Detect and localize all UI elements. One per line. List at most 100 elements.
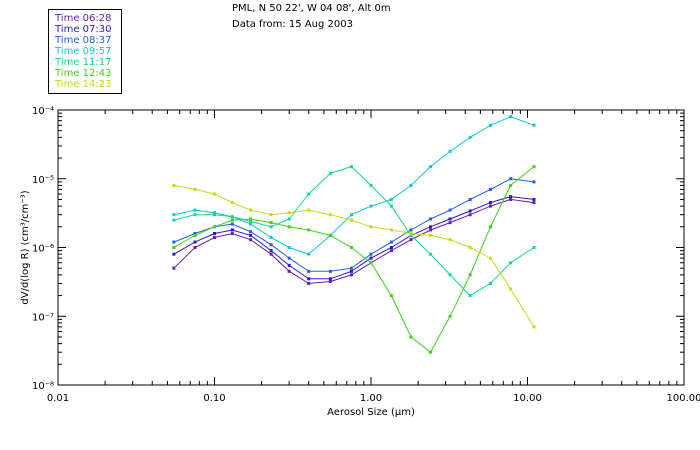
data-point: [213, 192, 216, 196]
y-tick-label: 10⁻⁷: [32, 312, 54, 323]
data-point: [448, 221, 452, 225]
data-point: [409, 183, 413, 187]
data-point: [429, 217, 433, 221]
data-point: [468, 197, 472, 201]
data-point: [172, 266, 176, 270]
data-point: [349, 273, 353, 277]
data-point: [249, 219, 253, 223]
data-point: [532, 201, 536, 205]
series-layer: [172, 115, 536, 354]
series-5: [172, 165, 536, 298]
data-point: [172, 246, 176, 249]
y-tick-label: 10⁻⁶: [32, 244, 54, 255]
data-point: [230, 218, 234, 222]
data-point: [509, 197, 513, 201]
data-point: [488, 204, 492, 208]
data-point: [429, 165, 433, 169]
data-point: [409, 228, 413, 232]
data-point: [287, 217, 291, 221]
y-tick-label: 10⁻⁸: [32, 381, 54, 392]
data-point: [409, 231, 413, 235]
data-point: [213, 231, 216, 235]
data-point: [287, 211, 291, 215]
data-point: [509, 177, 513, 181]
data-point: [193, 213, 197, 217]
legend-item: Time 12:43: [55, 68, 112, 79]
data-point: [488, 123, 492, 127]
data-point: [269, 235, 273, 239]
data-point: [213, 211, 216, 215]
chart-title: PML, N 50 22', W 04 08', Alt 0m: [232, 3, 391, 14]
data-point: [488, 225, 492, 229]
data-point: [287, 225, 291, 229]
data-point: [193, 246, 197, 249]
data-point: [307, 252, 311, 256]
data-point: [172, 213, 176, 217]
data-point: [389, 204, 393, 208]
data-point: [172, 240, 176, 244]
data-point: [429, 233, 433, 237]
data-point: [349, 266, 353, 270]
y-axis-title: dV/d(log R) (cm³/cm⁻³): [20, 190, 31, 304]
data-point: [349, 246, 353, 249]
data-point: [488, 281, 492, 285]
data-point: [269, 225, 273, 229]
data-point: [509, 195, 513, 199]
data-point: [468, 213, 472, 217]
data-point: [532, 165, 536, 169]
data-point: [193, 231, 197, 235]
data-point: [532, 123, 536, 127]
data-point: [230, 215, 234, 219]
data-point: [532, 325, 536, 329]
data-point: [328, 233, 332, 237]
data-point: [307, 228, 311, 232]
data-point: [307, 281, 311, 285]
data-point: [488, 201, 492, 205]
legend-item: Time 14:23: [55, 79, 112, 90]
data-point: [193, 233, 197, 237]
data-point: [249, 230, 253, 234]
legend: Time 06:28 Time 07:30 Time 08:37 Time 09:57…: [48, 9, 122, 94]
data-point: [429, 225, 433, 229]
data-point: [429, 228, 433, 232]
data-point: [369, 204, 373, 208]
data-point: [448, 314, 452, 318]
series-line: [173, 198, 535, 284]
data-point: [448, 238, 452, 242]
data-point: [172, 252, 176, 256]
data-point: [328, 213, 332, 217]
legend-item: Time 11:17: [55, 57, 112, 68]
data-point: [448, 217, 452, 221]
data-point: [509, 115, 513, 119]
data-point: [468, 294, 472, 298]
series-line: [173, 116, 535, 255]
data-point: [307, 192, 311, 196]
data-point: [468, 273, 472, 277]
data-point: [249, 233, 253, 237]
data-point: [307, 269, 311, 273]
data-point: [249, 238, 253, 242]
data-point: [269, 243, 273, 247]
data-point: [369, 256, 373, 260]
series-line: [173, 178, 535, 272]
data-point: [172, 218, 176, 222]
data-point: [349, 218, 353, 222]
data-point: [509, 183, 513, 187]
data-point: [269, 249, 273, 253]
x-axis-title: Aerosol Size (μm): [327, 407, 415, 418]
data-point: [349, 165, 353, 169]
data-point: [409, 335, 413, 339]
data-point: [230, 228, 234, 232]
data-point: [429, 350, 433, 354]
x-axis: 0.01 0.10 1.00 10.00 100.00: [47, 110, 700, 404]
legend-item: Time 07:30: [55, 24, 112, 35]
series-3: [172, 177, 536, 273]
data-point: [328, 280, 332, 284]
legend-item: Time 08:37: [55, 35, 112, 46]
data-point: [389, 246, 393, 249]
series-7: [172, 183, 536, 329]
series-2: [172, 195, 536, 281]
data-point: [307, 208, 311, 212]
data-point: [213, 225, 216, 229]
data-point: [468, 135, 472, 139]
